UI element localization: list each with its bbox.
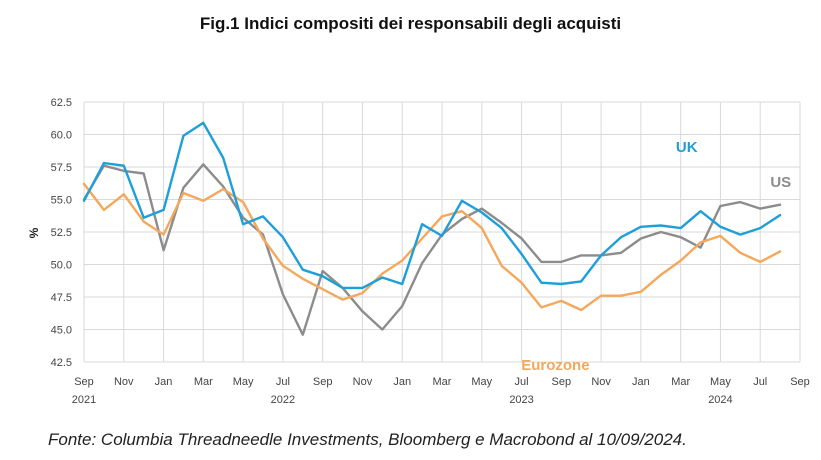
x-tick-label: Nov bbox=[114, 376, 134, 388]
y-tick-label: 47.5 bbox=[51, 292, 72, 304]
series-label-uk: UK bbox=[676, 139, 698, 156]
series-label-us: US bbox=[770, 174, 791, 191]
x-tick-label: May bbox=[710, 376, 731, 388]
series-lines bbox=[82, 121, 782, 336]
x-tick-label: Sep bbox=[74, 376, 94, 388]
y-tick-label: 50.0 bbox=[51, 260, 72, 272]
y-tick-label: 42.5 bbox=[51, 357, 72, 369]
gridlines bbox=[83, 101, 801, 363]
x-year-label: 2021 bbox=[72, 394, 96, 406]
x-tick-label: Mar bbox=[671, 376, 690, 388]
y-tick-label: 45.0 bbox=[51, 325, 72, 337]
x-tick-label: Nov bbox=[353, 376, 373, 388]
x-tick-label: Jan bbox=[393, 376, 411, 388]
y-axis-label: % bbox=[27, 227, 41, 238]
series-line-uk bbox=[82, 121, 782, 290]
chart-source: Fonte: Columbia Threadneedle Investments… bbox=[48, 430, 687, 449]
series-line-eurozone bbox=[82, 182, 782, 312]
y-tick-labels: 62.5 60.0 57.5 55.0 52.5 50.0 47.5 45.0 42.5 bbox=[51, 97, 72, 369]
x-tick-label: Mar bbox=[433, 376, 452, 388]
y-tick-label: 52.5 bbox=[51, 227, 72, 239]
line-chart: 62.5 60.0 57.5 55.0 52.5 50.0 47.5 45.0 42.5 Sep… bbox=[27, 97, 810, 406]
x-tick-label: Nov bbox=[591, 376, 611, 388]
y-tick-label: 60.0 bbox=[51, 130, 72, 142]
y-tick-label: 57.5 bbox=[51, 162, 72, 174]
x-tick-labels: Sep 2021 Nov Jan Mar May Jul 2022 Sep Nov Jan Mar Ma… bbox=[72, 376, 810, 406]
x-year-label: 2023 bbox=[509, 394, 533, 406]
x-tick-label: Mar bbox=[194, 376, 213, 388]
x-year-label: 2022 bbox=[271, 394, 295, 406]
series-line-us bbox=[82, 163, 782, 336]
x-tick-label: Sep bbox=[790, 376, 810, 388]
chart-title: Fig.1 Indici compositi dei responsabili … bbox=[199, 14, 622, 33]
x-tick-label: Jan bbox=[632, 376, 650, 388]
y-tick-label: 62.5 bbox=[51, 97, 72, 109]
x-tick-label: Jul bbox=[515, 376, 529, 388]
x-tick-label: Jul bbox=[753, 376, 767, 388]
series-labels: UK US Eurozone bbox=[521, 139, 791, 374]
x-tick-label: Sep bbox=[552, 376, 572, 388]
x-tick-label: Sep bbox=[313, 376, 333, 388]
x-tick-label: May bbox=[471, 376, 492, 388]
x-year-label: 2024 bbox=[708, 394, 732, 406]
x-tick-label: May bbox=[233, 376, 254, 388]
x-tick-label: Jul bbox=[276, 376, 290, 388]
y-tick-label: 55.0 bbox=[51, 195, 72, 207]
x-tick-label: Jan bbox=[155, 376, 173, 388]
series-label-eurozone: Eurozone bbox=[521, 357, 589, 374]
